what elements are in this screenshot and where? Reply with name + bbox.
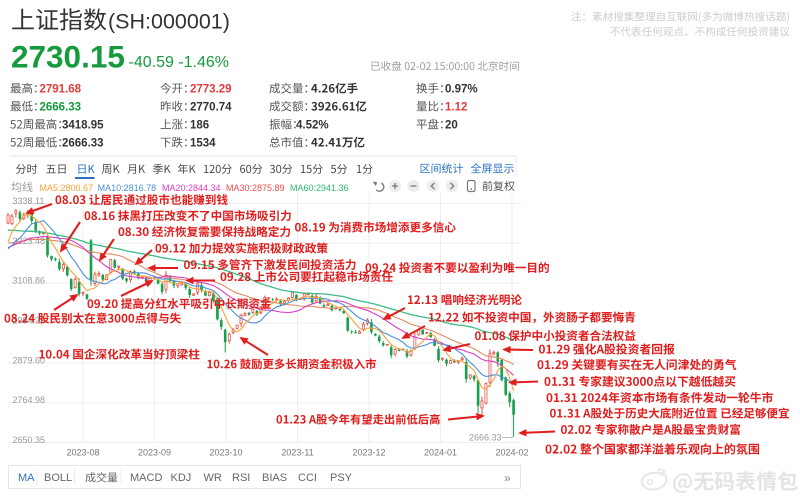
svg-text:2730.15: 2730.15 [11, 39, 125, 75]
svg-text:1534: 1534 [190, 138, 216, 150]
svg-text:3338.11: 3338.11 [13, 196, 45, 206]
svg-text:3108.86: 3108.86 [13, 276, 46, 286]
svg-text:2666.33: 2666.33 [40, 102, 82, 114]
svg-text:2666.33: 2666.33 [469, 433, 502, 443]
svg-text:2023-12: 2023-12 [352, 448, 385, 458]
svg-text:PSY: PSY [330, 472, 353, 484]
svg-text:3418.95: 3418.95 [62, 120, 104, 132]
svg-text:»: » [504, 471, 511, 485]
svg-text:2023-09: 2023-09 [138, 448, 171, 458]
svg-text:MA5:2800.67: MA5:2800.67 [40, 183, 94, 193]
svg-text:-40.59 -1.46%: -40.59 -1.46% [129, 54, 230, 71]
svg-text:2994.23: 2994.23 [13, 316, 46, 326]
svg-text:3223.48: 3223.48 [13, 236, 46, 246]
svg-text:2023-08: 2023-08 [66, 448, 99, 458]
svg-text:WR: WR [204, 472, 222, 484]
svg-text:MA20:2844.34: MA20:2844.34 [162, 183, 221, 193]
svg-text:MACD: MACD [130, 472, 162, 484]
svg-text:2770.74: 2770.74 [190, 102, 232, 114]
svg-text:MA10:2816.78: MA10:2816.78 [98, 183, 157, 193]
svg-text:1.12: 1.12 [445, 102, 467, 114]
svg-text:KDJ: KDJ [171, 472, 192, 484]
svg-text:RSI: RSI [232, 472, 250, 484]
svg-text:2879.60: 2879.60 [13, 355, 46, 365]
svg-text:2650.35: 2650.35 [13, 435, 46, 445]
svg-text:2023-11: 2023-11 [281, 448, 313, 458]
svg-text:0.97%: 0.97% [445, 84, 478, 96]
svg-text:BIAS: BIAS [262, 472, 287, 484]
svg-text:20: 20 [445, 120, 458, 132]
svg-text:186: 186 [190, 120, 209, 132]
svg-text:MA30:2875.89: MA30:2875.89 [226, 183, 285, 193]
svg-text:2791.68: 2791.68 [40, 84, 82, 96]
svg-text:2024-01: 2024-01 [424, 448, 457, 458]
svg-text:2764.98: 2764.98 [13, 395, 46, 405]
svg-text:(SH:000001): (SH:000001) [108, 10, 230, 34]
svg-text:4.52%: 4.52% [296, 120, 329, 132]
svg-text:2666.33: 2666.33 [62, 138, 104, 150]
svg-text:2024-02: 2024-02 [495, 448, 528, 458]
svg-text:BOLL: BOLL [44, 472, 72, 484]
svg-text:MA: MA [18, 472, 35, 484]
svg-text:2023-10: 2023-10 [209, 448, 242, 458]
svg-text:MA60:2941.36: MA60:2941.36 [290, 183, 349, 193]
svg-text:2773.29: 2773.29 [190, 84, 232, 96]
svg-text:CCI: CCI [298, 472, 317, 484]
